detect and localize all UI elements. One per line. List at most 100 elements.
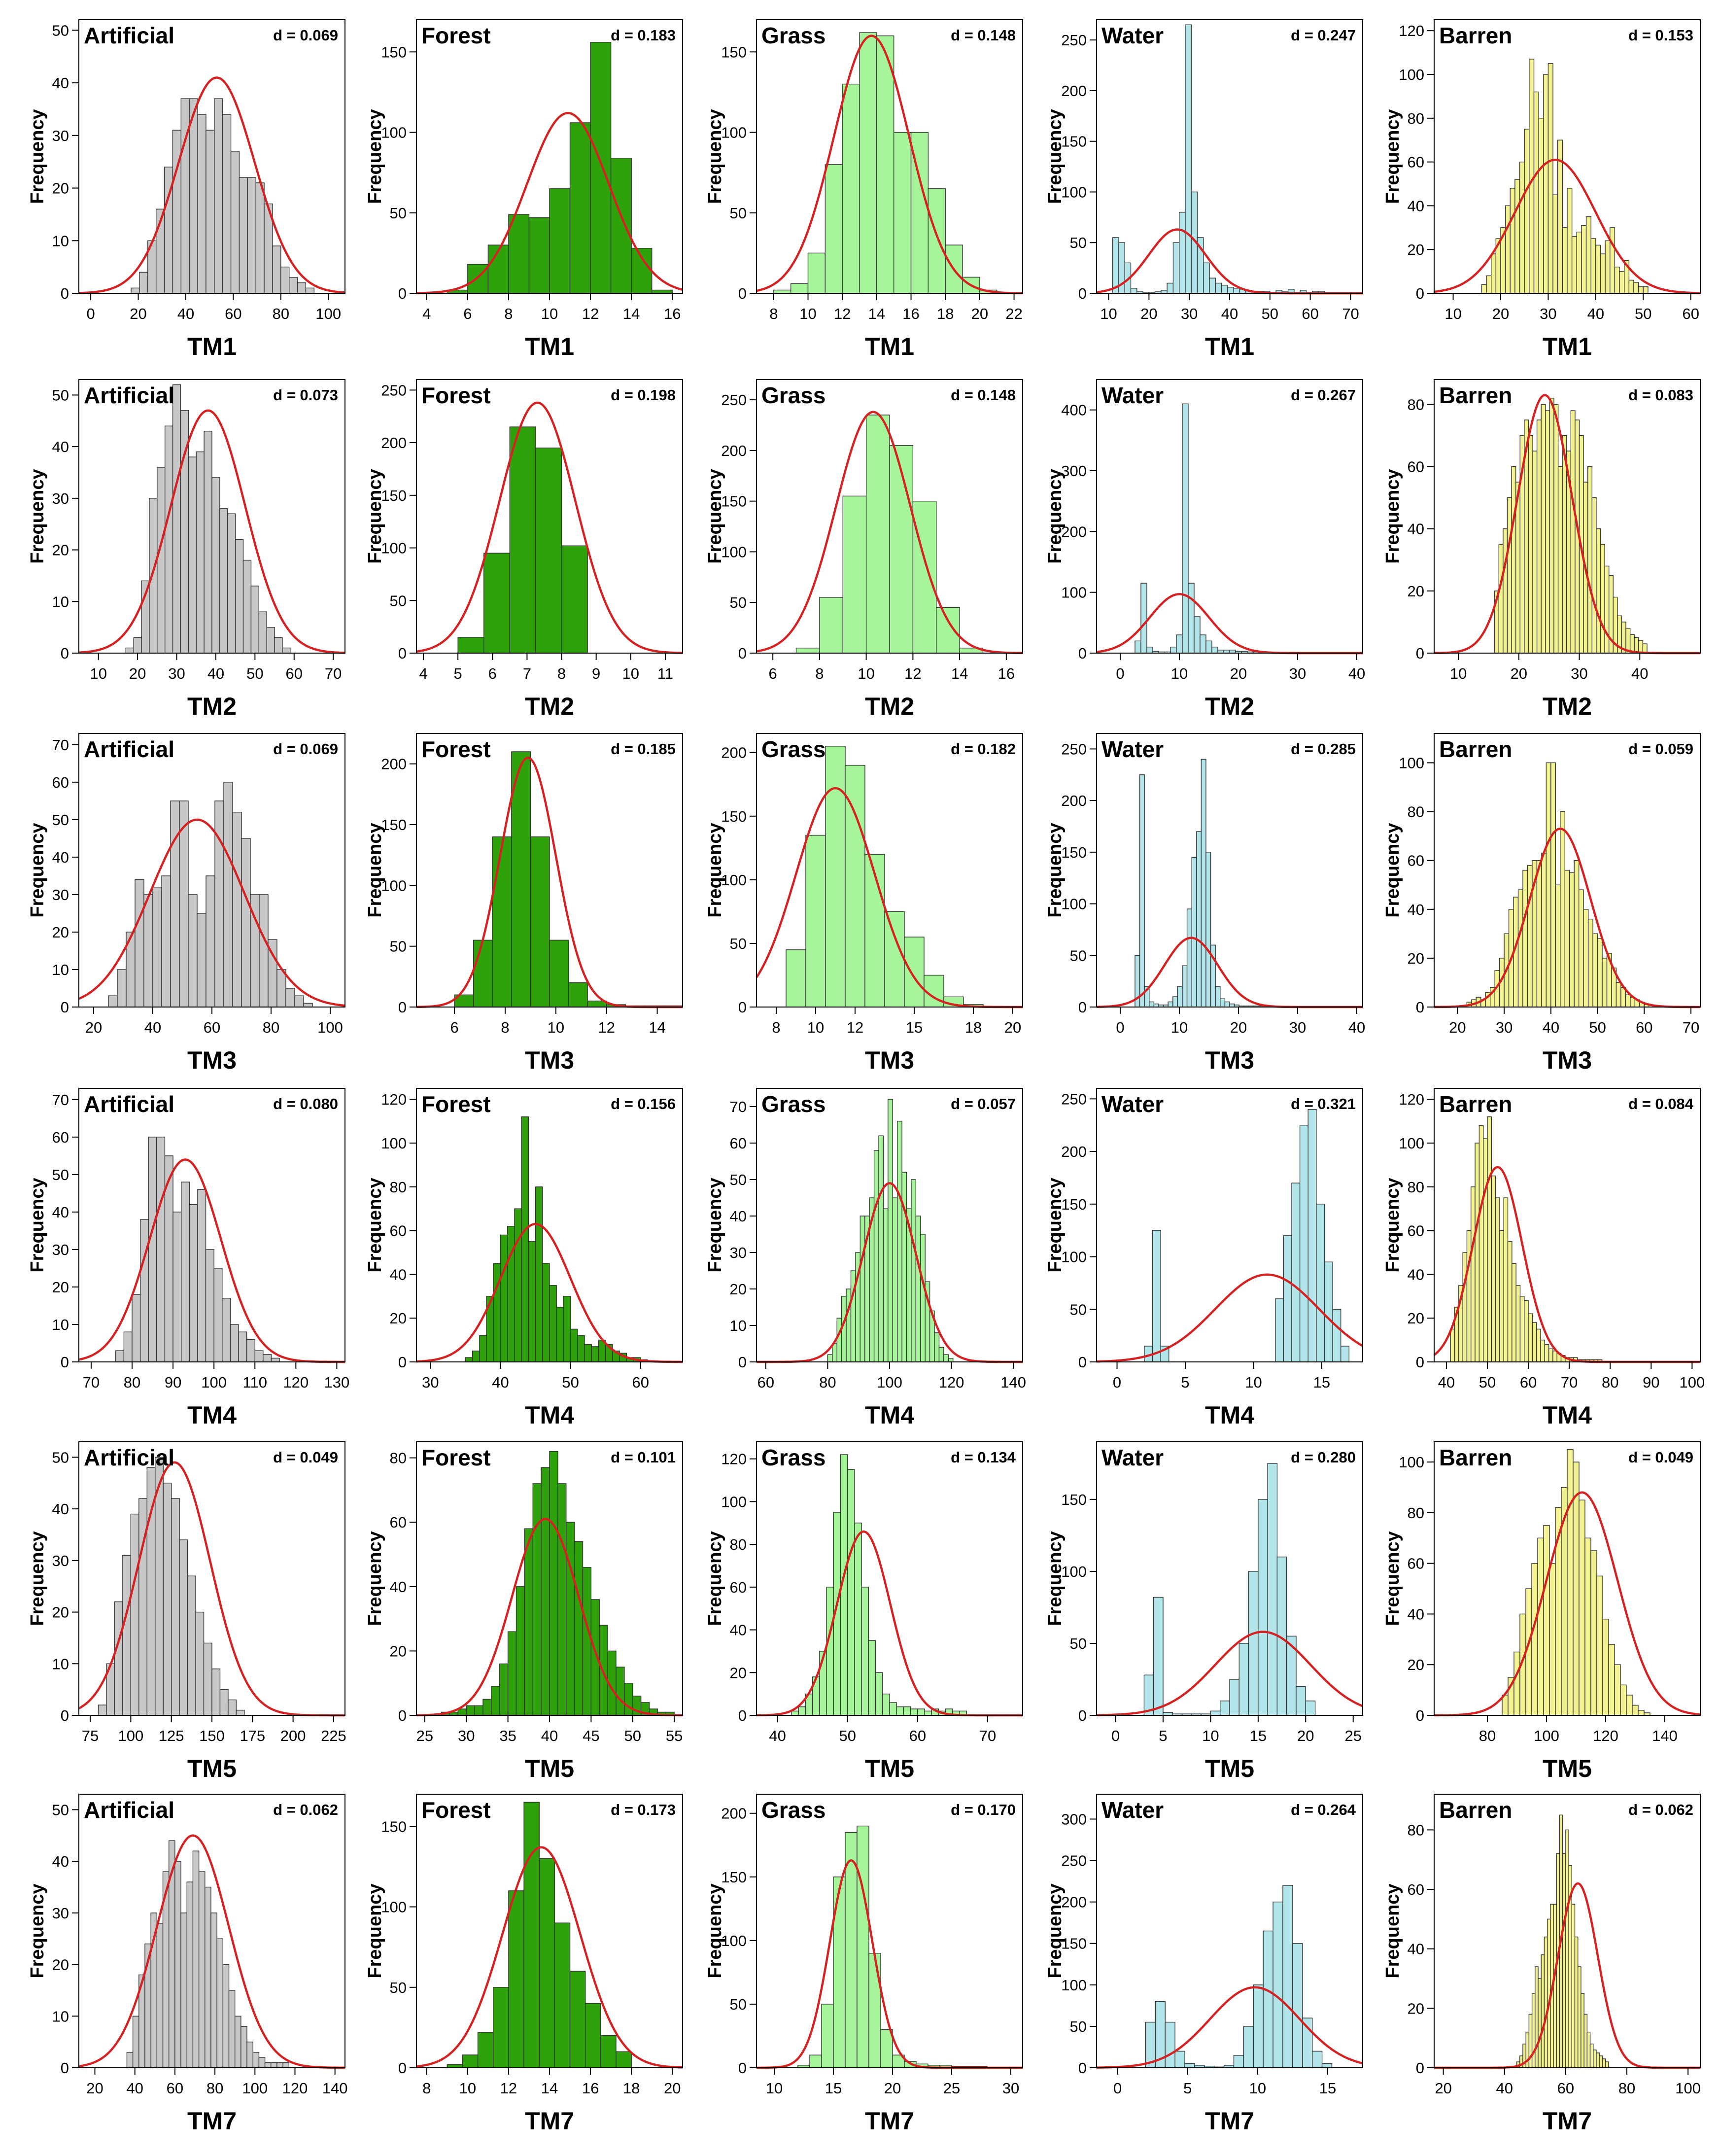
histogram-bar xyxy=(904,937,925,1008)
y-tick-label: 30 xyxy=(52,127,69,144)
land-cover-label: Barren xyxy=(1439,1445,1512,1470)
histogram-bar xyxy=(282,2062,290,2068)
histogram-bar xyxy=(1194,616,1201,654)
histogram-bar xyxy=(258,2057,266,2068)
histogram-bar xyxy=(132,2016,139,2068)
x-axis-title: TM1 xyxy=(1205,333,1254,360)
x-tick-label: 20 xyxy=(1435,2080,1451,2097)
histogram-bar xyxy=(1196,831,1202,1008)
histogram-tm2-grass: 6 8 10 12 14 16 0 50 100 150 200 250 Grass d = 0.148 T… xyxy=(705,379,1023,720)
histogram-bar xyxy=(1172,996,1178,1008)
histogram-bar xyxy=(938,1347,944,1362)
histogram-bar xyxy=(1130,288,1137,294)
y-tick-label: 150 xyxy=(381,1818,407,1835)
histogram-bar xyxy=(135,879,144,1008)
histogram-bar xyxy=(549,1285,557,1362)
x-tick-label: 14 xyxy=(649,1019,665,1036)
histogram-bar xyxy=(1597,938,1603,1008)
histogram-bar xyxy=(894,132,912,294)
plot-frame xyxy=(756,1441,1023,1716)
histogram-bar xyxy=(1478,1125,1484,1362)
histogram-bar xyxy=(254,1350,264,1362)
histogram-bar xyxy=(222,114,232,294)
y-tick-label: 20 xyxy=(52,1279,69,1296)
histogram-bar xyxy=(1152,1230,1161,1362)
x-axis-title: TM5 xyxy=(187,1755,237,1782)
histogram-bar xyxy=(189,1204,198,1362)
y-tick-label: 300 xyxy=(1061,462,1087,480)
x-axis-title: TM3 xyxy=(1543,1046,1592,1074)
histogram-bar xyxy=(884,911,905,1008)
histogram-bar xyxy=(272,245,281,294)
x-tick-label: 10 xyxy=(548,1019,564,1036)
histogram-bar xyxy=(1302,2017,1313,2068)
x-tick-label: 10 xyxy=(1171,1019,1188,1036)
histogram-bar xyxy=(234,2016,241,2068)
plot-frame xyxy=(1096,379,1363,654)
plot-frame xyxy=(756,733,1023,1008)
histogram-bar xyxy=(1626,1695,1633,1716)
normal-fit-curve xyxy=(416,401,683,654)
histogram-bar xyxy=(616,1667,625,1716)
normal-fit-curve xyxy=(78,1834,345,2069)
y-tick-label: 50 xyxy=(390,938,407,955)
y-tick-label: 150 xyxy=(381,816,407,834)
histogram-bar xyxy=(825,164,843,294)
x-tick-label: 70 xyxy=(979,1727,996,1744)
histogram-bar xyxy=(1590,238,1596,294)
y-tick-label: 40 xyxy=(52,849,69,866)
histogram-bar xyxy=(1182,403,1189,654)
x-tick-label: 50 xyxy=(246,665,263,682)
histogram-bar xyxy=(1153,1597,1164,1716)
land-cover-label: Artificial xyxy=(84,1091,174,1117)
histogram-bar xyxy=(1541,404,1546,654)
histogram-bar xyxy=(1507,497,1512,654)
histogram-bar xyxy=(1263,1930,1273,2068)
histogram-bar xyxy=(250,586,259,654)
y-tick-label: 0 xyxy=(738,285,747,302)
x-tick-label: 100 xyxy=(118,1727,143,1744)
x-tick-label: 14 xyxy=(541,2080,558,2097)
ks-statistic: d = 0.049 xyxy=(1628,1449,1693,1466)
histogram-bar xyxy=(875,1672,883,1716)
y-tick-label: 300 xyxy=(1061,1810,1087,1828)
x-tick-label: 10 xyxy=(1450,665,1467,682)
y-tick-label: 200 xyxy=(721,1805,747,1822)
histogram-bar xyxy=(1168,1001,1173,1008)
y-tick-label: 40 xyxy=(1408,1605,1424,1623)
y-tick-label: 80 xyxy=(390,1179,407,1196)
histogram-bar xyxy=(1513,1651,1520,1716)
histogram-bar xyxy=(500,1234,508,1362)
x-tick-label: 80 xyxy=(1618,2080,1635,2097)
y-tick-label: 40 xyxy=(730,1208,747,1225)
histogram-bar xyxy=(180,1182,190,1362)
ks-statistic: d = 0.059 xyxy=(1628,740,1693,758)
y-tick-label: 40 xyxy=(1408,901,1424,918)
x-tick-label: 40 xyxy=(1221,305,1238,322)
histogram-bar xyxy=(1321,2063,1333,2068)
y-tick-label: 40 xyxy=(52,74,69,92)
histogram-bar xyxy=(896,1120,902,1362)
histogram-bar xyxy=(1625,994,1631,1008)
land-cover-label: Artificial xyxy=(84,1797,174,1823)
histogram-bar xyxy=(892,2054,905,2068)
histogram-bar xyxy=(1524,1300,1529,1362)
y-tick-label: 20 xyxy=(730,1664,747,1681)
y-axis-title: Frequency xyxy=(705,823,725,917)
histogram-bar xyxy=(1541,853,1547,1008)
x-tick-label: 80 xyxy=(206,2080,223,2097)
histogram-bar xyxy=(1605,2061,1609,2068)
y-axis-title: Frequency xyxy=(1045,823,1066,917)
histogram-bar xyxy=(172,1212,182,1362)
x-tick-label: 20 xyxy=(664,2080,681,2097)
histogram-bar xyxy=(457,1708,467,1716)
x-tick-label: 200 xyxy=(280,1727,306,1744)
plot-frame xyxy=(78,1794,345,2068)
ks-statistic: d = 0.285 xyxy=(1291,740,1356,758)
x-tick-label: 18 xyxy=(965,1019,982,1036)
y-axis-title: Frequency xyxy=(705,1883,725,1978)
x-tick-label: 40 xyxy=(177,305,194,322)
x-axis-title: TM5 xyxy=(525,1755,574,1782)
y-tick-label: 30 xyxy=(52,1241,69,1258)
x-tick-label: 15 xyxy=(1313,1374,1330,1391)
